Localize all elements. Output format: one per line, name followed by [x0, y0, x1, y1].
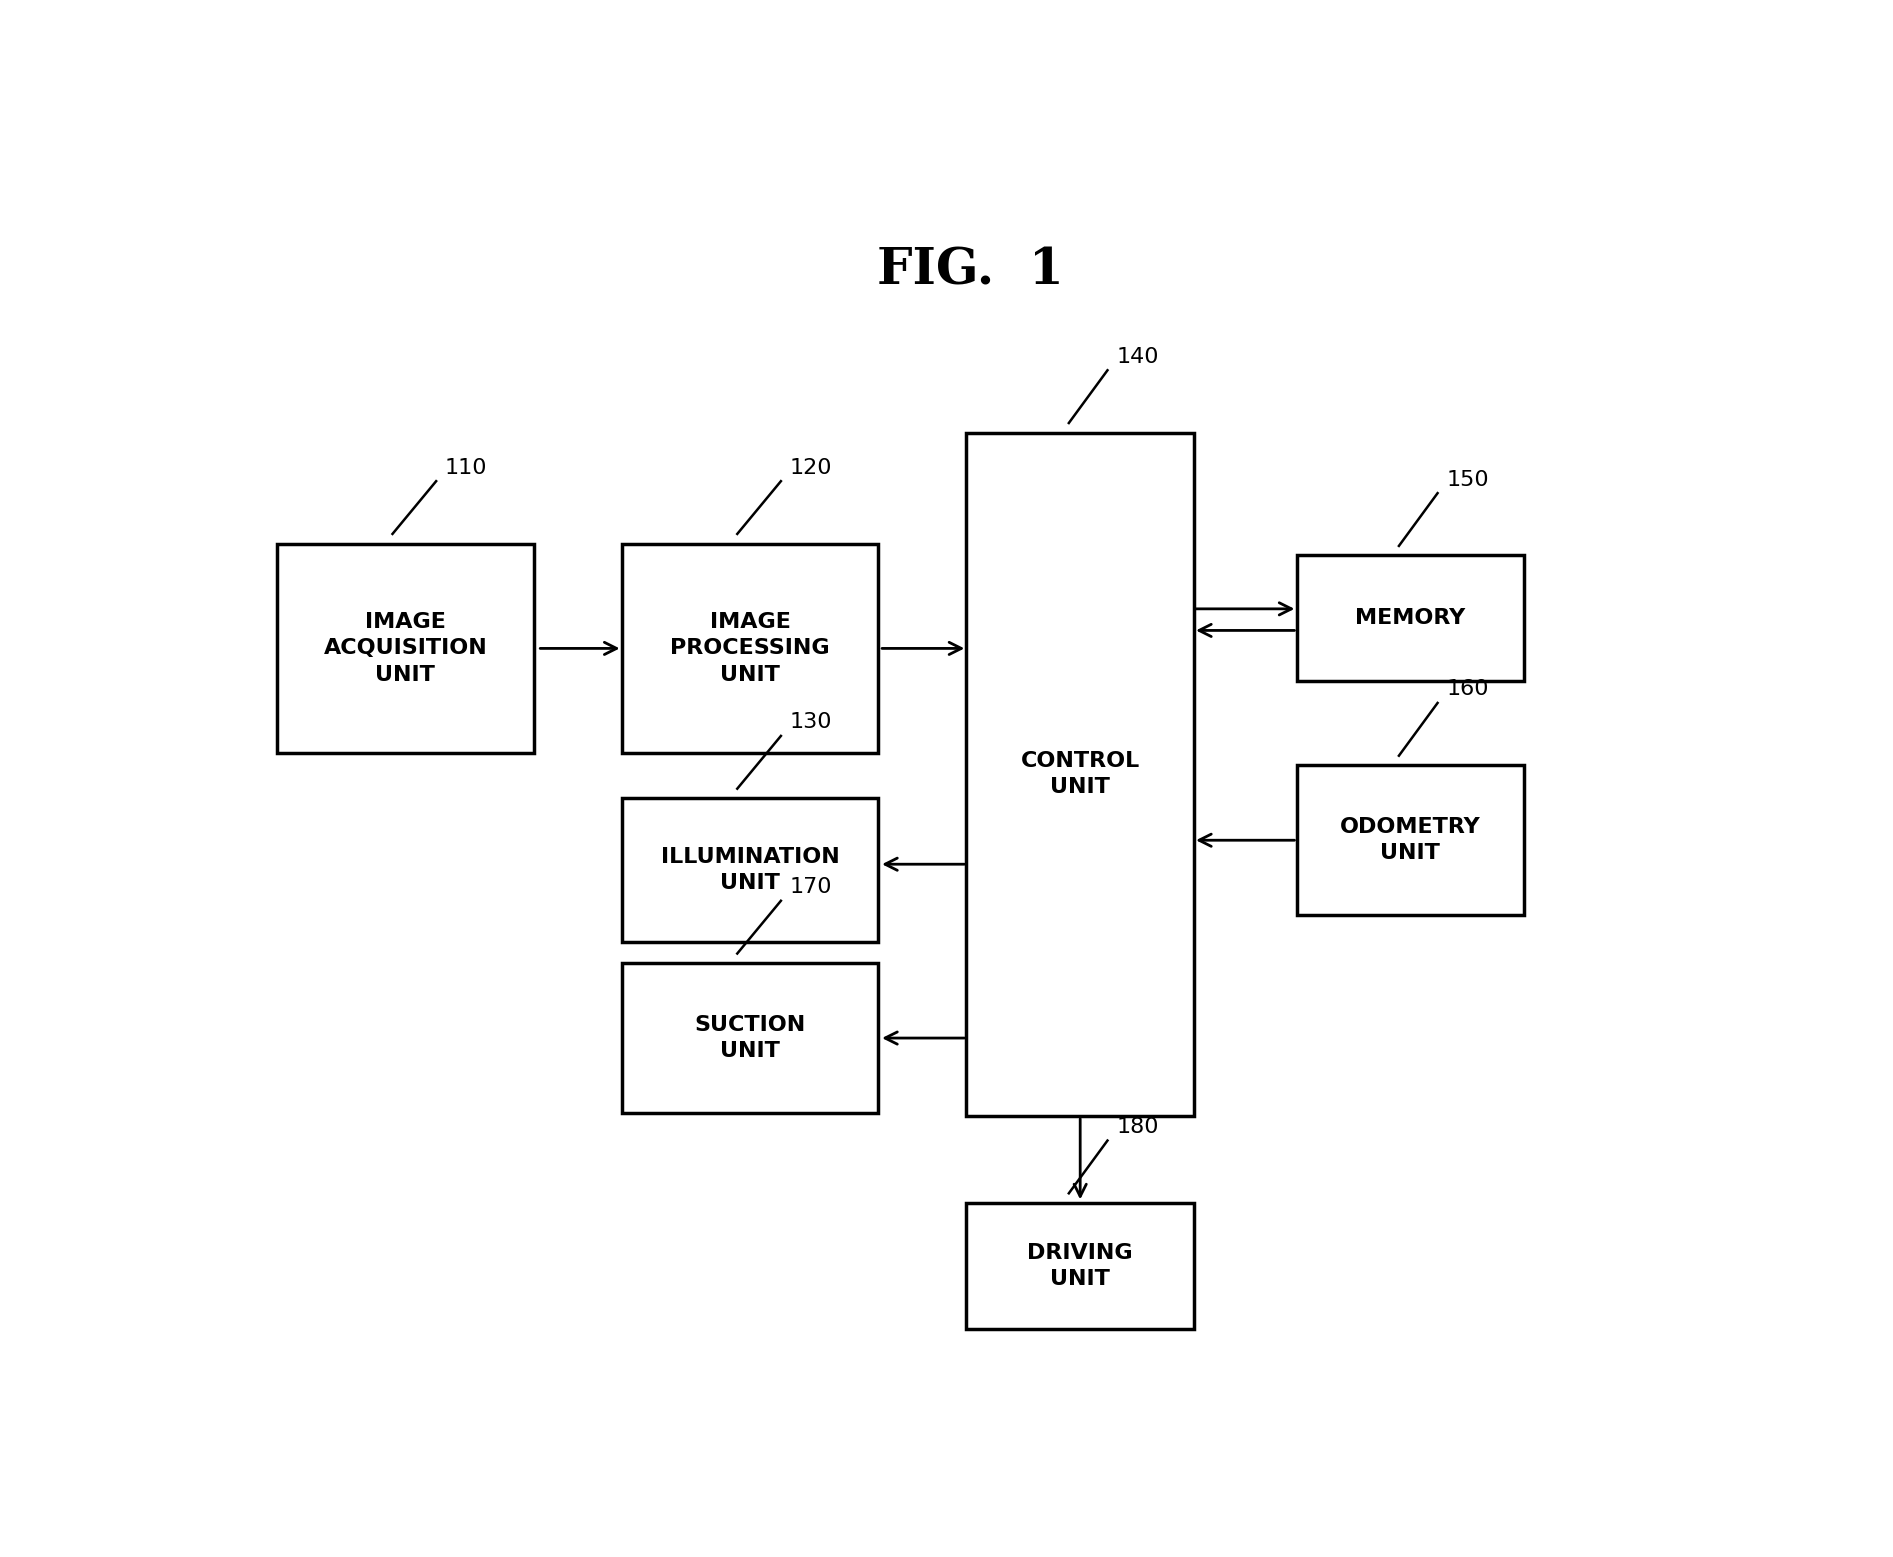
Text: MEMORY: MEMORY [1355, 609, 1465, 629]
Bar [621, 543, 878, 754]
Bar [621, 799, 878, 942]
Text: ODOMETRY
UNIT: ODOMETRY UNIT [1340, 817, 1480, 864]
Text: 180: 180 [1117, 1116, 1159, 1137]
Bar [967, 433, 1194, 1116]
Bar [276, 543, 534, 754]
Text: IMAGE
ACQUISITION
UNIT: IMAGE ACQUISITION UNIT [324, 612, 487, 685]
Text: DRIVING
UNIT: DRIVING UNIT [1028, 1242, 1134, 1289]
Bar [1297, 556, 1524, 682]
Text: 140: 140 [1117, 347, 1159, 366]
Bar [1297, 766, 1524, 916]
Bar [967, 1204, 1194, 1328]
Text: IMAGE
PROCESSING
UNIT: IMAGE PROCESSING UNIT [670, 612, 829, 685]
Text: CONTROL
UNIT: CONTROL UNIT [1020, 750, 1140, 797]
Text: 170: 170 [789, 877, 833, 897]
Text: 110: 110 [445, 458, 488, 478]
Text: 130: 130 [789, 713, 833, 732]
Text: 150: 150 [1446, 470, 1490, 489]
Text: 160: 160 [1446, 679, 1490, 699]
Text: FIG.  1: FIG. 1 [876, 246, 1064, 296]
Bar [621, 964, 878, 1113]
Text: SUCTION
UNIT: SUCTION UNIT [695, 1015, 806, 1062]
Text: 120: 120 [789, 458, 833, 478]
Text: ILLUMINATION
UNIT: ILLUMINATION UNIT [661, 847, 839, 894]
